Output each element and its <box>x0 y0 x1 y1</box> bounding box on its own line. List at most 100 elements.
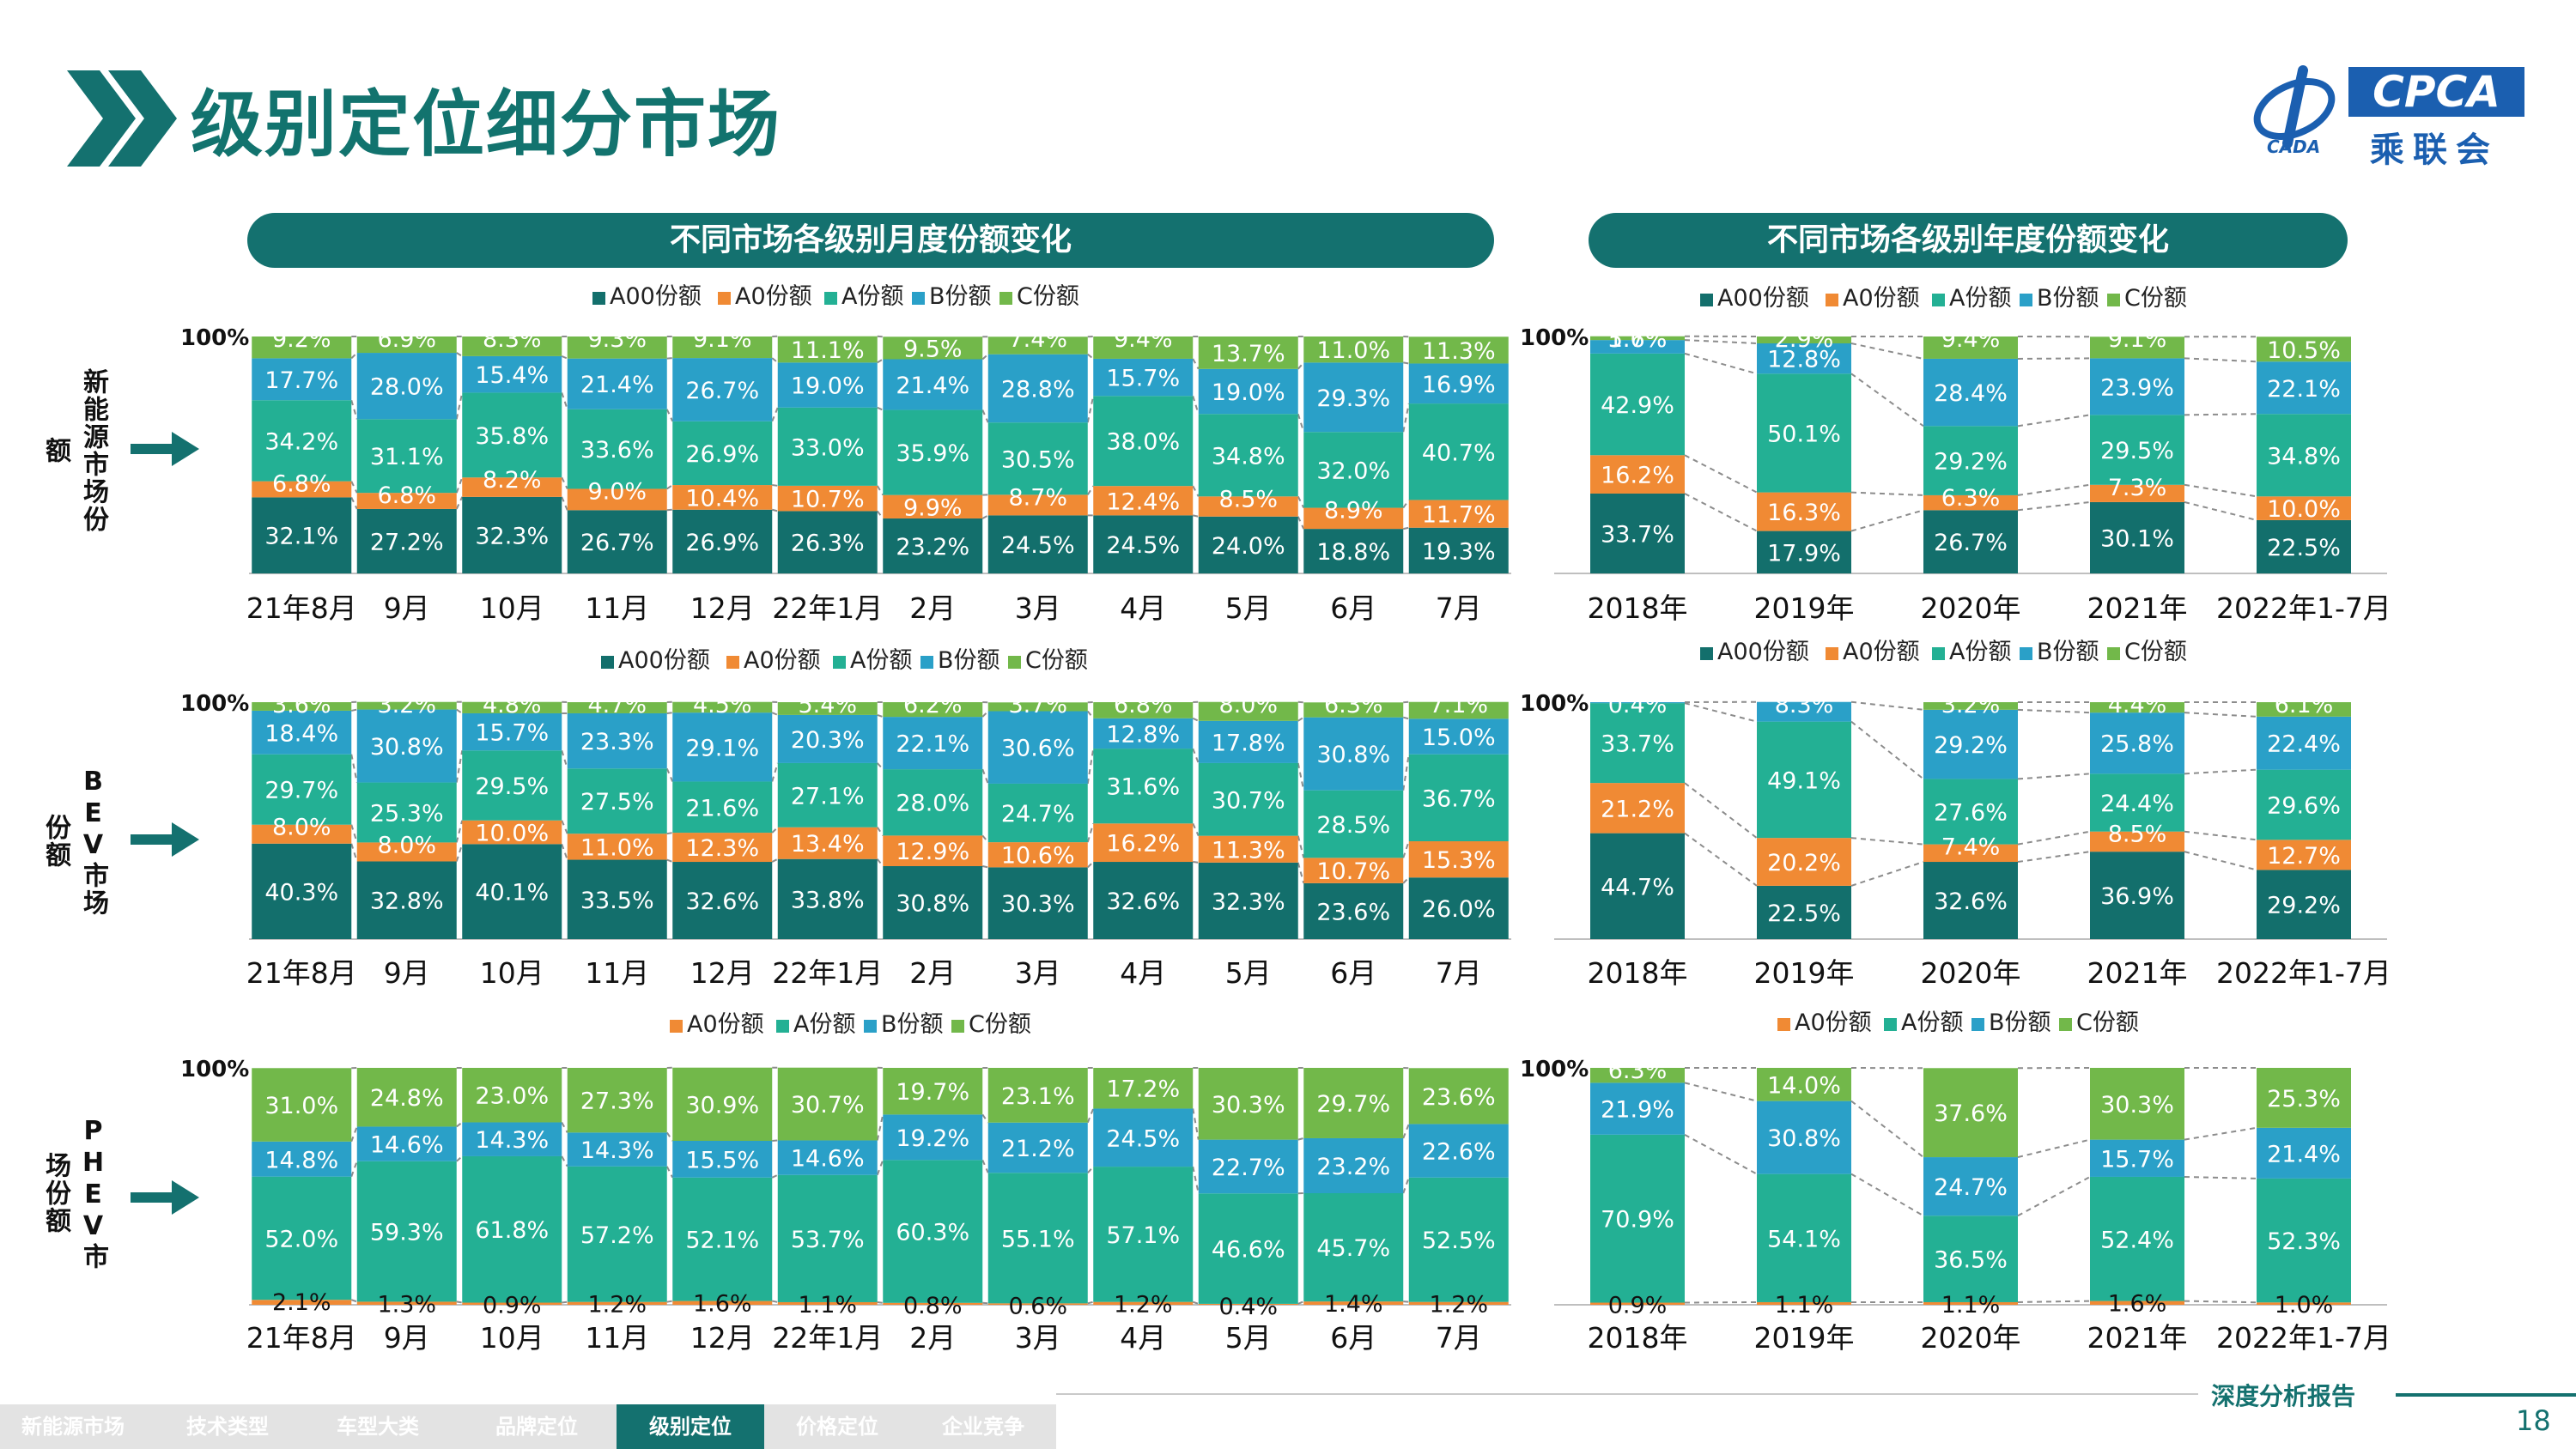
bar-segment <box>462 392 562 478</box>
series-connector-line <box>1403 700 1409 704</box>
category-label: 11月 <box>585 1321 649 1355</box>
bar-segment <box>252 358 352 401</box>
data-label: 27.6% <box>1934 800 2008 827</box>
series-connector-line <box>2017 500 2091 512</box>
chart-nev-yearly: 100% 33.7% 16.2% 42.9% 5.7%1.6% 2018年 17.9% 16.… <box>1520 285 2391 625</box>
data-label: 9.4% <box>1941 326 2001 353</box>
yearly-banner: 不同市场各级别年度份额变化 <box>1589 213 2348 268</box>
data-label: 19.2% <box>896 1125 969 1152</box>
legend-swatch <box>864 1020 877 1033</box>
bar-segment <box>2257 716 2351 770</box>
series-connector-line <box>1684 454 1758 494</box>
bar-segment <box>462 750 562 821</box>
series-connector-line <box>2017 1138 2091 1159</box>
data-label: 33.7% <box>1601 521 1674 548</box>
data-label: 8.7% <box>1008 484 1067 511</box>
data-label: 24.4% <box>2100 791 2174 817</box>
data-label: 23.6% <box>1422 1084 1496 1111</box>
bar-segment <box>2090 358 2184 415</box>
bar-segment <box>1093 1301 1194 1305</box>
data-label: 15.7% <box>475 720 549 747</box>
footer-tab-4[interactable]: 级别定位 <box>617 1404 764 1449</box>
bar-segment <box>1198 516 1298 573</box>
bar-segment <box>883 702 983 718</box>
data-label: 23.3% <box>580 729 654 755</box>
data-label: 11.0% <box>1316 337 1390 364</box>
footer-tab-5[interactable]: 价格定位 <box>796 1415 878 1439</box>
bar-segment <box>1093 486 1194 516</box>
series-connector-line <box>877 1300 884 1304</box>
bar-segment <box>1093 1108 1194 1167</box>
data-label: 1.1% <box>1941 1292 2001 1319</box>
series-connector-line <box>1850 373 1924 427</box>
data-label: 34.8% <box>1212 443 1285 470</box>
data-label: 26.3% <box>791 530 865 557</box>
series-connector-line <box>666 484 673 490</box>
data-label: 5.7% <box>1608 326 1668 353</box>
chart-bev-yearly: 100% 44.7% 21.2% 33.7% 0.4% 2018年 22.5% 20.2% 49… <box>1520 639 2391 990</box>
footer-accent-line <box>2396 1393 2576 1397</box>
series-connector-line <box>1684 1300 1758 1304</box>
legend-label: B份额 <box>938 647 1000 674</box>
data-label: 19.7% <box>896 1079 969 1106</box>
bar-segment <box>567 768 667 834</box>
data-label: 30.1% <box>2100 525 2174 552</box>
bar-segment <box>2090 702 2184 713</box>
data-label: 18.8% <box>1316 539 1390 566</box>
category-label: 6月 <box>1330 1321 1376 1355</box>
series-connector-line <box>1087 353 1094 360</box>
category-label: 2019年 <box>1754 1321 1855 1355</box>
data-label: 36.5% <box>1934 1247 2008 1274</box>
bar-segment <box>2257 361 2351 415</box>
row-arrow-icon <box>131 822 199 857</box>
bar-segment <box>883 1160 983 1303</box>
category-label: 4月 <box>1120 956 1166 990</box>
footer-tab-3[interactable]: 品牌定位 <box>495 1415 578 1439</box>
bar-segment <box>2090 831 2184 852</box>
data-label: 12.4% <box>1106 488 1180 515</box>
data-label: 8.0% <box>272 815 331 841</box>
legend-label: A0份额 <box>735 283 812 310</box>
series-connector-line <box>1850 700 1924 711</box>
data-label: 50.1% <box>1767 421 1841 447</box>
series-connector-line <box>2184 712 2257 718</box>
bar-segment <box>567 488 667 511</box>
category-label: 2020年 <box>1921 1321 2021 1355</box>
footer-tab-1[interactable]: 技术类型 <box>186 1415 269 1439</box>
data-label: 22.7% <box>1212 1155 1285 1181</box>
footer-tab-0[interactable]: 新能源市场 <box>21 1415 125 1439</box>
bar-segment <box>462 496 562 573</box>
series-connector-line <box>771 357 779 364</box>
category-label: 3月 <box>1015 591 1061 625</box>
bar-segment <box>462 1302 562 1305</box>
data-label: 42.9% <box>1601 392 1674 419</box>
bar-segment <box>252 1176 352 1300</box>
bar-segment <box>1093 396 1194 487</box>
data-label: 9.9% <box>903 494 963 521</box>
series-connector-line <box>771 712 779 716</box>
bar-segment <box>1093 823 1194 863</box>
legend-swatch <box>1932 294 1945 306</box>
category-label: 22年1月 <box>772 956 883 990</box>
series-connector-line <box>1684 1133 1758 1175</box>
series-connector-line <box>1193 861 1199 864</box>
data-label: 11.7% <box>1422 502 1496 529</box>
data-label: 45.7% <box>1316 1235 1390 1262</box>
legend-swatch <box>776 1020 789 1033</box>
data-label: 40.1% <box>475 880 549 906</box>
bar-segment <box>2090 484 2184 502</box>
series-connector-line <box>877 335 884 338</box>
footer-tab-6[interactable]: 企业竞争 <box>942 1415 1024 1439</box>
category-label: 21年8月 <box>246 591 357 625</box>
bar-segment <box>2257 519 2351 573</box>
legend-label: C份额 <box>969 1011 1031 1038</box>
bar-segment <box>987 422 1088 495</box>
data-label: 9.0% <box>587 478 647 505</box>
footer-tab-2[interactable]: 车型大类 <box>337 1415 419 1439</box>
series-connector-line <box>877 713 884 718</box>
bar-segment <box>356 419 457 494</box>
legend-label: A00份额 <box>618 647 710 674</box>
bar-segment <box>567 1301 667 1305</box>
bar-segment <box>462 1155 562 1303</box>
data-label: 13.4% <box>791 831 865 858</box>
